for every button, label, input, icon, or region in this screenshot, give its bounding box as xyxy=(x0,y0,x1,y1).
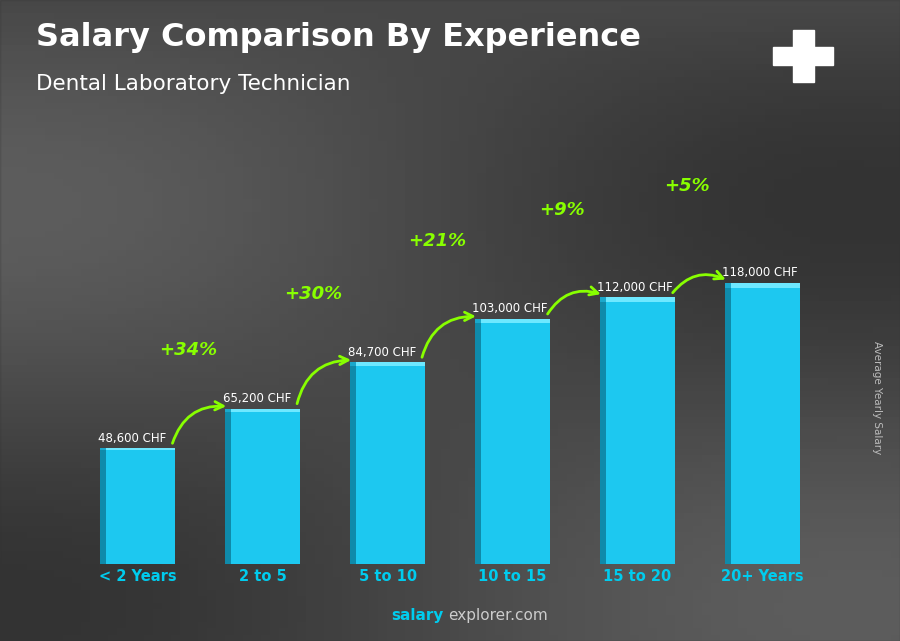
Text: explorer.com: explorer.com xyxy=(448,608,548,623)
Bar xyxy=(231,409,301,564)
Bar xyxy=(356,362,425,564)
Text: 65,200 CHF: 65,200 CHF xyxy=(223,392,291,405)
Text: Salary Comparison By Experience: Salary Comparison By Experience xyxy=(36,22,641,53)
Bar xyxy=(731,283,799,288)
Bar xyxy=(101,448,106,564)
Bar xyxy=(225,409,231,412)
Bar xyxy=(606,297,675,302)
Text: +34%: +34% xyxy=(158,341,217,359)
Bar xyxy=(599,297,606,564)
Bar xyxy=(481,319,550,564)
Bar xyxy=(356,362,425,366)
Text: 118,000 CHF: 118,000 CHF xyxy=(722,267,797,279)
Bar xyxy=(475,319,481,323)
Bar xyxy=(481,319,550,323)
Text: 103,000 CHF: 103,000 CHF xyxy=(472,302,548,315)
Text: Dental Laboratory Technician: Dental Laboratory Technician xyxy=(36,74,350,94)
Bar xyxy=(773,47,833,65)
Text: +30%: +30% xyxy=(284,285,342,303)
Bar xyxy=(231,409,301,412)
Bar xyxy=(475,319,481,564)
Text: 112,000 CHF: 112,000 CHF xyxy=(598,281,673,294)
Bar xyxy=(606,297,675,564)
Bar xyxy=(731,283,799,564)
Text: 84,700 CHF: 84,700 CHF xyxy=(347,345,416,359)
Bar xyxy=(225,409,231,564)
Text: +21%: +21% xyxy=(409,231,466,249)
Bar xyxy=(724,283,731,288)
Text: +9%: +9% xyxy=(539,201,585,219)
Bar xyxy=(793,30,814,82)
Bar xyxy=(350,362,356,366)
Bar xyxy=(599,297,606,302)
Bar xyxy=(106,448,176,451)
Bar xyxy=(350,362,356,564)
Text: salary: salary xyxy=(392,608,444,623)
Bar xyxy=(101,448,106,451)
Bar xyxy=(724,283,731,564)
Text: 48,600 CHF: 48,600 CHF xyxy=(98,432,166,445)
Text: +5%: +5% xyxy=(664,177,710,195)
Text: Average Yearly Salary: Average Yearly Salary xyxy=(872,341,883,454)
Bar xyxy=(106,448,176,564)
